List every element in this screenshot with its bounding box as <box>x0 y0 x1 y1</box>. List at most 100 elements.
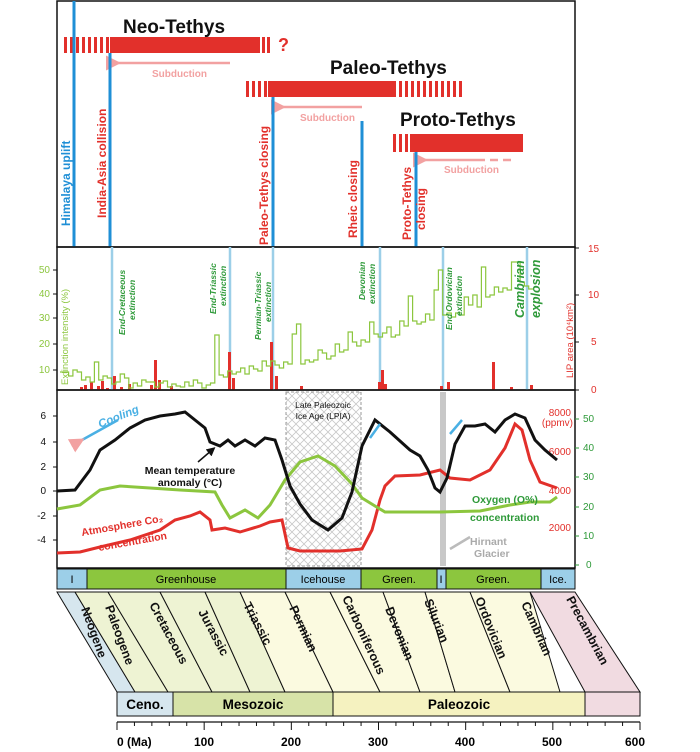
lip-bar <box>492 362 495 390</box>
svg-text:50: 50 <box>39 265 51 276</box>
svg-text:600: 600 <box>625 735 645 749</box>
lip-area-axis-label: LIP area (10⁴km²) <box>565 303 576 378</box>
paleo-tethys-dashes-left <box>246 81 267 97</box>
oxygen-axis: 50 40 30 20 10 0 <box>575 414 595 571</box>
lip-bar <box>530 385 533 390</box>
svg-text:0: 0 <box>40 486 46 497</box>
svg-text:(ppmv): (ppmv) <box>542 418 573 429</box>
lip-bar <box>170 386 173 390</box>
svg-text:I: I <box>70 574 73 586</box>
svg-text:10: 10 <box>39 365 51 376</box>
lip-area-bars <box>80 342 533 390</box>
panel-climate <box>56 389 576 569</box>
lip-bar <box>90 382 93 390</box>
svg-text:6000: 6000 <box>549 447 572 458</box>
cooling-arrow-2 <box>368 423 382 439</box>
svg-text:500: 500 <box>542 735 562 749</box>
neo-tethys-question: ? <box>278 35 289 55</box>
himalaya-uplift-label: Himalaya uplift <box>59 141 73 226</box>
svg-text:4: 4 <box>40 437 46 448</box>
cambrian-explosion-label-2: explosion <box>529 259 543 318</box>
rheic-closing-label: Rheic closing <box>346 160 360 238</box>
paleo-subduction-label: Subduction <box>300 113 355 124</box>
lip-bar <box>300 386 303 390</box>
co2-axis: 8000 (ppmv) 6000 4000 2000 <box>542 408 573 534</box>
paleo-tethys-bar <box>268 81 396 97</box>
svg-text:4000: 4000 <box>549 486 572 497</box>
temperature-label-2: anomaly (°C) <box>158 477 222 489</box>
svg-text:Mesozoic: Mesozoic <box>223 697 284 712</box>
end-cretaceous-label-2: extinction <box>127 280 137 320</box>
hirnant-label-2: Glacier <box>474 548 510 560</box>
svg-text:100: 100 <box>194 735 214 749</box>
lip-bar <box>440 386 443 390</box>
age-axis: 0 (Ma) 100 200 300 400 500 600 <box>116 721 645 749</box>
lip-bar <box>510 387 513 390</box>
proto-tethys-bar <box>410 134 523 152</box>
temperature-axis: 6 4 2 0 -2 -4 <box>37 411 57 546</box>
temperature-curve <box>56 410 558 532</box>
lip-right-axis: 0 5 10 15 <box>575 244 600 396</box>
paleo-tethys-dashes-right <box>399 81 462 97</box>
end-ordovician-label: End Ordovician <box>444 267 454 330</box>
neo-subduction-label: Subduction <box>152 69 207 80</box>
cooling-arrow <box>67 418 119 453</box>
neo-tethys-bar <box>110 37 260 53</box>
svg-text:0 (Ma): 0 (Ma) <box>117 735 152 749</box>
extinction-event-lines <box>110 247 529 390</box>
permian-triassic-label-2: extinction <box>263 282 273 322</box>
end-triassic-label-2: extinction <box>218 266 228 306</box>
svg-text:0: 0 <box>591 385 597 396</box>
svg-text:10: 10 <box>588 290 600 301</box>
svg-text:15: 15 <box>588 244 600 255</box>
lip-bar <box>275 376 278 390</box>
neo-tethys-dashes <box>64 37 109 53</box>
svg-text:Icehouse: Icehouse <box>301 574 346 586</box>
temp-pointer-arrow <box>197 447 216 463</box>
svg-text:-4: -4 <box>37 535 46 546</box>
lip-bar <box>378 382 381 390</box>
svg-text:10: 10 <box>583 531 595 542</box>
svg-text:2000: 2000 <box>549 523 572 534</box>
devonian-ext-label: Devonian <box>357 262 367 300</box>
cambrian-explosion-label: Cambrian <box>513 260 527 318</box>
svg-text:8000: 8000 <box>549 408 572 419</box>
lip-bar <box>113 376 116 390</box>
end-ordovician-label-2: extinction <box>454 276 464 316</box>
hirnant-label: Hirnant <box>470 536 507 548</box>
lip-bar <box>120 387 123 390</box>
svg-text:Ice.: Ice. <box>549 574 567 586</box>
hirnant-arrow <box>449 535 471 551</box>
svg-text:20: 20 <box>39 339 51 350</box>
neo-tethys-title: Neo-Tethys <box>123 17 225 38</box>
lip-bar <box>232 378 235 390</box>
svg-text:200: 200 <box>281 735 301 749</box>
proto-subduction-label: Subduction <box>444 165 499 176</box>
india-asia-collision-label: India-Asia collision <box>95 109 109 218</box>
svg-text:6: 6 <box>40 411 46 422</box>
devonian-ext-label-2: extinction <box>367 264 377 304</box>
svg-text:20: 20 <box>583 502 595 513</box>
oxygen-label-2: concentration <box>470 512 539 524</box>
proto-tethys-label: Proto-Tethys <box>400 167 414 240</box>
oxygen-label: Oxygen (O%) <box>472 494 538 506</box>
lip-bar <box>154 360 157 390</box>
extinction-left-axis: 10 20 30 40 50 <box>39 265 57 376</box>
svg-text:400: 400 <box>455 735 475 749</box>
svg-text:300: 300 <box>368 735 388 749</box>
lip-bar <box>150 385 153 390</box>
svg-text:Greenhouse: Greenhouse <box>156 574 217 586</box>
svg-text:40: 40 <box>583 443 595 454</box>
oxygen-curve <box>56 454 558 520</box>
svg-text:-2: -2 <box>37 511 46 522</box>
lip-bar <box>97 386 100 390</box>
end-triassic-label: End-Triassic <box>208 263 218 314</box>
proto-tethys-closing-label: closing <box>414 188 428 230</box>
svg-text:I: I <box>439 574 442 586</box>
svg-text:50: 50 <box>583 414 595 425</box>
era-bar: Ceno. Mesozoic Paleozoic <box>116 691 641 717</box>
svg-text:Ceno.: Ceno. <box>126 697 164 712</box>
lip-bar <box>447 382 450 390</box>
permian-triassic-label: Permian-Triassic <box>253 271 263 340</box>
